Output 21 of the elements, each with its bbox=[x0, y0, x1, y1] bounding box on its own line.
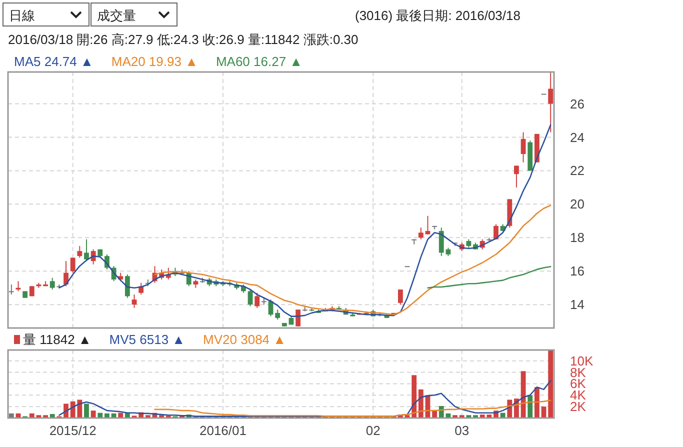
y-tick-label: 24 bbox=[570, 130, 584, 145]
y-tick-label: 26 bbox=[570, 96, 584, 112]
y-tick-label: 16 bbox=[570, 264, 584, 279]
chart-title: (3016) 最後日期: 2016/03/18 bbox=[355, 8, 520, 23]
text: MA60 16.27 ▲ bbox=[216, 54, 303, 69]
chart-subtitle: 2016/03/18 開:26 高:27.9 低:24.3 收:26.9 量:11842 漲跌:0.30 bbox=[8, 32, 358, 47]
text: MA5 24.74 ▲ bbox=[14, 54, 94, 69]
legend-label: 量 11842 ▲ bbox=[23, 332, 92, 347]
x-tick-label: 2015/12 bbox=[49, 423, 96, 438]
text: 成交量 bbox=[97, 8, 136, 23]
y-tick-label: 14 bbox=[570, 297, 584, 312]
text: MA20 19.93 ▲ bbox=[111, 54, 198, 69]
x-tick-label: 02 bbox=[366, 423, 380, 438]
text: MV5 6513 ▲ bbox=[109, 332, 186, 347]
y-tick-label: 22 bbox=[570, 163, 584, 178]
x-tick-label: 2016/01 bbox=[199, 423, 246, 438]
y-tick-label: 20 bbox=[570, 196, 584, 212]
y-tick-label: 18 bbox=[570, 230, 584, 246]
text: MV20 3084 ▲ bbox=[203, 332, 286, 347]
text: 日線 bbox=[9, 8, 35, 23]
x-tick-label: 03 bbox=[454, 423, 470, 438]
